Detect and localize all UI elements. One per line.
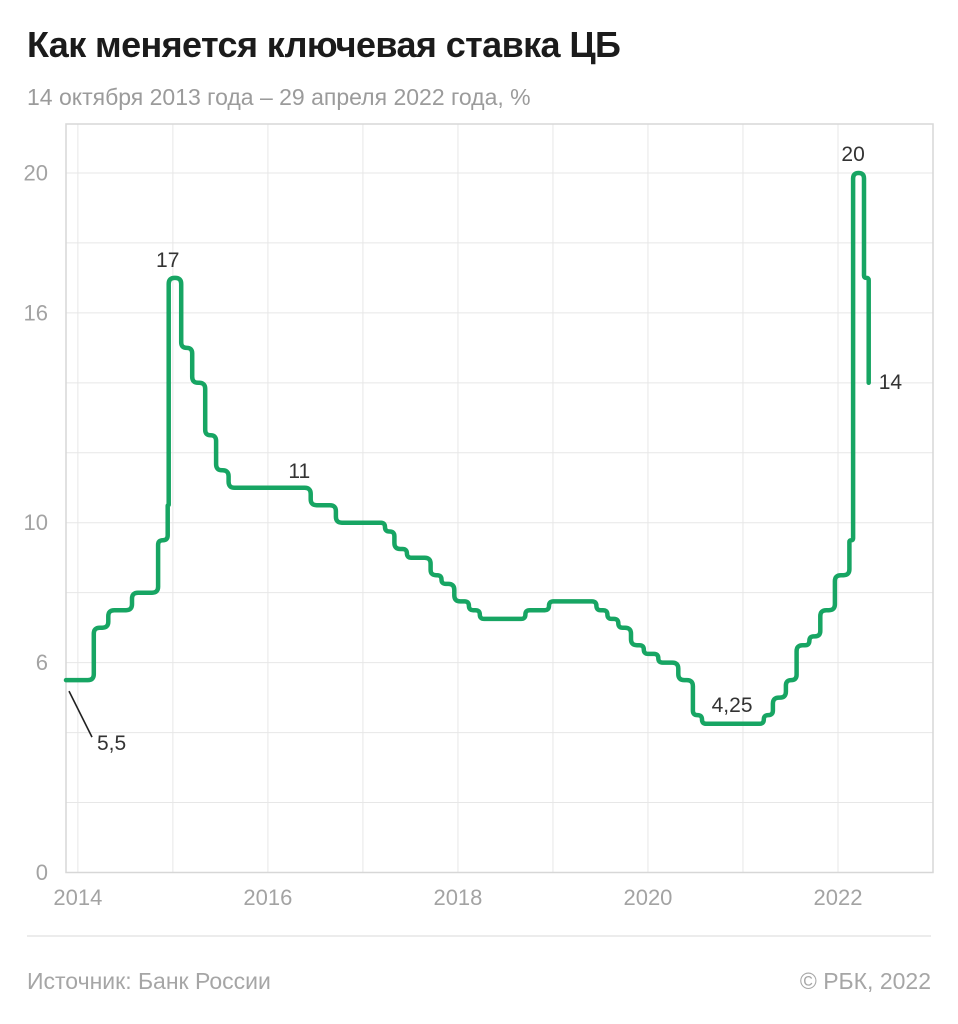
y-tick-label: 0 [36,860,48,885]
footer: Источник: Банк России © РБК, 2022 [27,968,931,995]
key-rate-line [63,170,871,727]
page-subtitle: 14 октября 2013 года – 29 апреля 2022 го… [27,84,531,110]
annotation-label: 20 [841,143,864,166]
y-tick-label: 10 [24,510,48,535]
plot-frame [65,123,934,874]
x-tick-label: 2020 [623,885,672,910]
x-tick-label: 2022 [814,885,863,910]
series [63,170,871,727]
annotations: 5,5 17 11 4,25 20 14 [68,143,903,755]
x-tick-label: 2016 [243,885,292,910]
y-tick-label: 20 [24,160,48,185]
annotation-label: 11 [288,460,310,483]
x-axis-labels: 2014 2016 2018 2020 2022 [53,885,862,910]
y-tick-label: 6 [36,650,48,675]
x-tick-label: 2018 [433,885,482,910]
copyright-label: © РБК, 2022 [799,968,931,994]
annotation-label: 5,5 [97,732,126,755]
y-tick-label: 16 [24,300,48,325]
annotation-label: 17 [156,249,179,272]
page-title: Как меняется ключевая ставка ЦБ [27,24,621,65]
annotation-label: 4,25 [712,694,753,717]
x-tick-label: 2014 [53,885,102,910]
y-axis-labels: 20 16 10 6 0 [24,160,48,885]
footer-divider [27,935,931,937]
plot-frame-rect [65,123,934,874]
annotation-callout-line [68,690,93,738]
gridlines-vertical [77,124,839,873]
gridlines-horizontal [66,172,933,804]
source-label: Источник: Банк России [27,968,271,994]
annotation-label: 14 [879,371,903,394]
